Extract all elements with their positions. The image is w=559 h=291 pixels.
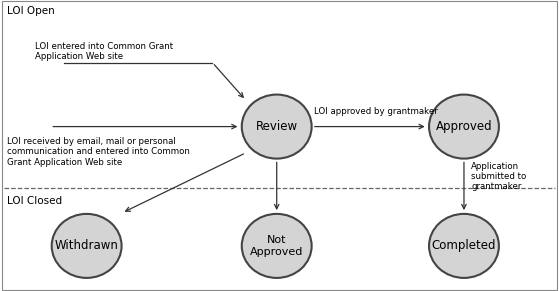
Ellipse shape bbox=[241, 214, 312, 278]
Ellipse shape bbox=[429, 214, 499, 278]
Text: Completed: Completed bbox=[432, 239, 496, 252]
Text: LOI received by email, mail or personal
communication and entered into Common
Gr: LOI received by email, mail or personal … bbox=[7, 137, 190, 166]
Text: Approved: Approved bbox=[435, 120, 492, 133]
Text: LOI Closed: LOI Closed bbox=[7, 196, 62, 206]
Text: Review: Review bbox=[255, 120, 298, 133]
Text: Not
Approved: Not Approved bbox=[250, 235, 304, 257]
Text: Withdrawn: Withdrawn bbox=[55, 239, 119, 252]
Text: LOI entered into Common Grant
Application Web site: LOI entered into Common Grant Applicatio… bbox=[35, 42, 173, 61]
Ellipse shape bbox=[241, 95, 312, 159]
Text: LOI Open: LOI Open bbox=[7, 6, 54, 16]
Ellipse shape bbox=[429, 95, 499, 159]
Text: LOI approved by grantmaker: LOI approved by grantmaker bbox=[314, 107, 438, 116]
Ellipse shape bbox=[51, 214, 122, 278]
Text: Application
submitted to
grantmaker: Application submitted to grantmaker bbox=[471, 162, 527, 191]
